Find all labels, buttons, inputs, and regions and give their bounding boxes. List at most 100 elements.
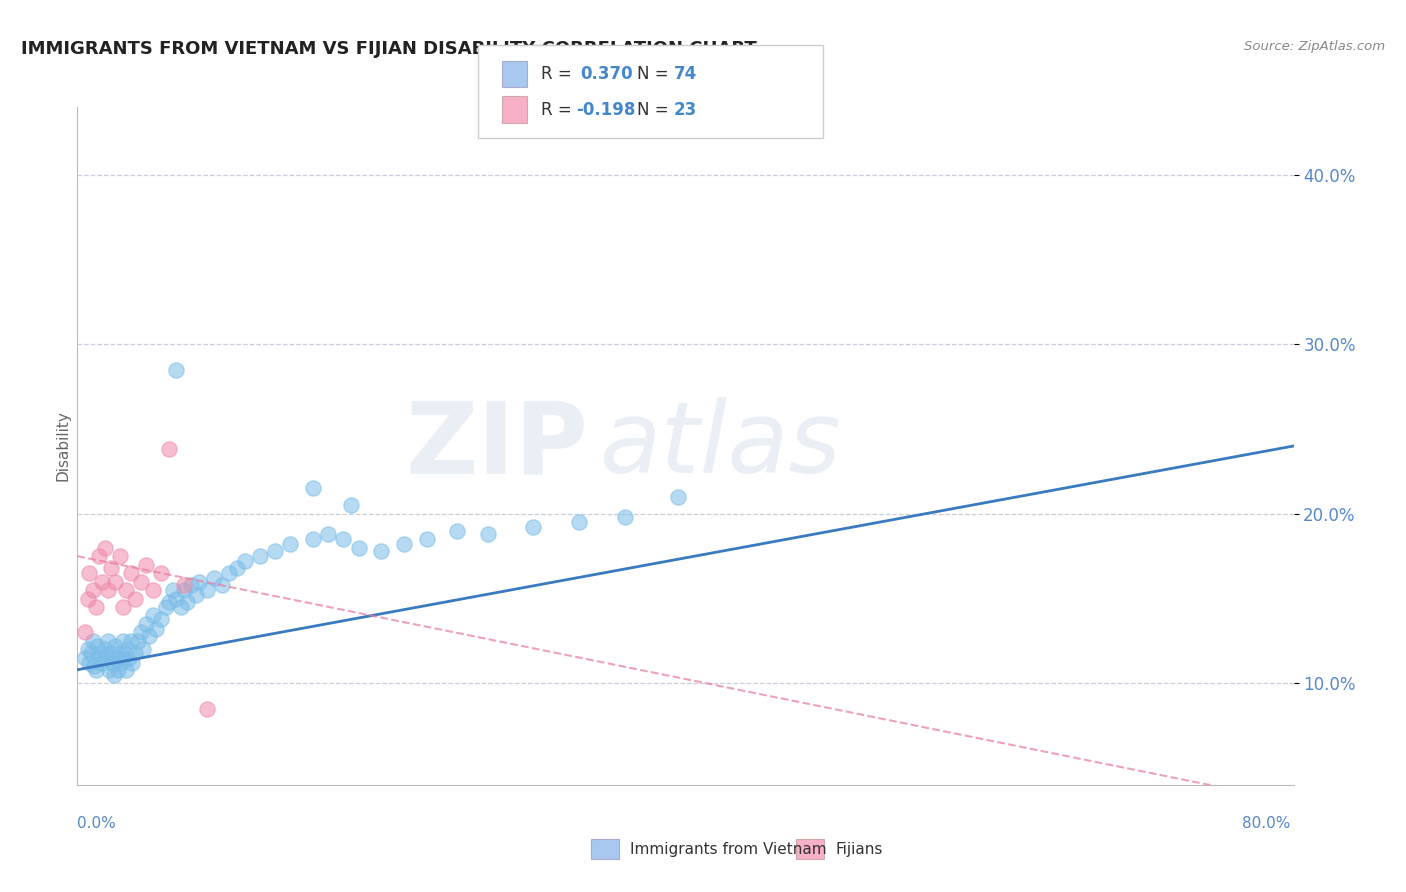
Point — [302, 532, 325, 546]
Point — [77, 591, 100, 606]
Point — [84, 663, 107, 677]
Point — [129, 574, 152, 589]
Point — [184, 588, 207, 602]
Point — [108, 549, 131, 564]
Text: N =: N = — [637, 101, 673, 119]
Point — [87, 549, 110, 564]
Point — [87, 651, 110, 665]
Point — [176, 595, 198, 609]
Point — [79, 656, 101, 670]
Point — [97, 583, 120, 598]
Point — [149, 566, 172, 580]
Point — [392, 537, 415, 551]
Y-axis label: Disability: Disability — [55, 410, 70, 482]
Point — [135, 617, 157, 632]
Point — [98, 663, 121, 677]
Point — [97, 633, 120, 648]
Point — [117, 642, 139, 657]
Point — [101, 656, 124, 670]
Point — [142, 608, 165, 623]
Point — [82, 633, 104, 648]
Text: N =: N = — [637, 65, 673, 83]
Point — [120, 633, 142, 648]
Point — [89, 646, 111, 660]
Point — [195, 701, 218, 715]
Text: 74: 74 — [673, 65, 697, 83]
Point — [233, 554, 256, 568]
Point — [170, 600, 193, 615]
Point — [149, 612, 172, 626]
Point — [446, 524, 468, 538]
Text: IMMIGRANTS FROM VIETNAM VS FIJIAN DISABILITY CORRELATION CHART: IMMIGRANTS FROM VIETNAM VS FIJIAN DISABI… — [21, 40, 756, 58]
Point — [114, 651, 136, 665]
Point — [145, 622, 167, 636]
Text: 0.370: 0.370 — [581, 65, 633, 83]
Text: ZIP: ZIP — [405, 398, 588, 494]
Point — [79, 566, 101, 580]
Point — [83, 659, 105, 673]
Point — [332, 532, 354, 546]
Point — [127, 633, 149, 648]
Point — [195, 583, 218, 598]
Point — [90, 656, 112, 670]
Point — [165, 591, 187, 606]
Point — [162, 583, 184, 598]
Text: 0.0%: 0.0% — [77, 816, 117, 831]
Point — [129, 625, 152, 640]
Point — [347, 541, 370, 555]
Point — [666, 490, 689, 504]
Point — [124, 591, 146, 606]
Point — [278, 537, 301, 551]
Point — [218, 566, 240, 580]
Text: -0.198: -0.198 — [576, 101, 636, 119]
Point — [104, 574, 127, 589]
Point — [100, 646, 122, 660]
Point — [73, 625, 96, 640]
Point — [90, 574, 112, 589]
Point — [82, 583, 104, 598]
Point — [86, 639, 108, 653]
Point — [105, 651, 128, 665]
Point — [302, 481, 325, 495]
Point — [131, 642, 153, 657]
Point — [110, 656, 132, 670]
Point — [103, 667, 125, 681]
Point — [121, 656, 143, 670]
Point — [107, 663, 129, 677]
Point — [180, 578, 202, 592]
Point — [226, 561, 249, 575]
Text: Fijians: Fijians — [835, 842, 883, 856]
Point — [613, 510, 636, 524]
Point — [173, 583, 195, 598]
Text: 80.0%: 80.0% — [1243, 816, 1291, 831]
Text: Immigrants from Vietnam: Immigrants from Vietnam — [630, 842, 827, 856]
Point — [142, 583, 165, 598]
Point — [80, 646, 103, 660]
Point — [340, 498, 363, 512]
Point — [115, 583, 138, 598]
Text: R =: R = — [541, 65, 578, 83]
Text: Source: ZipAtlas.com: Source: ZipAtlas.com — [1244, 40, 1385, 54]
Point — [249, 549, 271, 564]
Point — [111, 600, 134, 615]
Point — [73, 651, 96, 665]
Point — [124, 646, 146, 660]
Point — [370, 544, 392, 558]
Point — [118, 651, 141, 665]
Text: R =: R = — [541, 101, 578, 119]
Point — [135, 558, 157, 572]
Point — [316, 527, 339, 541]
Text: 23: 23 — [673, 101, 697, 119]
Text: atlas: atlas — [600, 398, 842, 494]
Point — [155, 600, 177, 615]
Point — [77, 642, 100, 657]
Point — [264, 544, 287, 558]
Point — [211, 578, 233, 592]
Point — [522, 520, 544, 534]
Point — [165, 363, 187, 377]
Point — [84, 600, 107, 615]
Point — [108, 646, 131, 660]
Point — [111, 633, 134, 648]
Point — [157, 595, 180, 609]
Point — [100, 561, 122, 575]
